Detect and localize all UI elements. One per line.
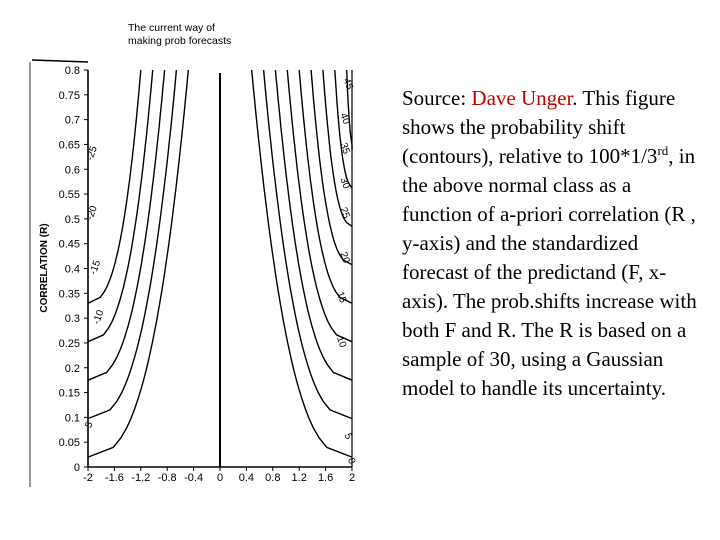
contour-line bbox=[334, 69, 353, 189]
contour-line bbox=[346, 69, 353, 150]
x-tick-label: -1.6 bbox=[105, 472, 124, 484]
x-tick-label: 0.8 bbox=[265, 472, 280, 484]
contour-label: 30 bbox=[337, 176, 351, 191]
contour-line bbox=[310, 69, 353, 266]
contour-line bbox=[87, 69, 142, 304]
x-tick-label: -0.8 bbox=[158, 472, 177, 484]
contour-label: -5 bbox=[82, 420, 96, 433]
x-tick-label: -2 bbox=[83, 472, 93, 484]
contour-label: 15 bbox=[334, 290, 348, 305]
x-tick-label: 1.2 bbox=[292, 472, 307, 484]
y-tick-label: 0.45 bbox=[59, 239, 80, 251]
contour-label: 40 bbox=[337, 112, 351, 127]
y-axis-label: CORRELATION (R) bbox=[39, 223, 50, 312]
contour-label: 5 bbox=[342, 432, 354, 441]
y-tick-label: 0.35 bbox=[59, 288, 80, 300]
x-axis-ticks: -2 -1.6 -1.2 -0.8 -0.4 0 0.4 0.8 1.2 1.6 2 bbox=[83, 467, 355, 484]
source-superscript: rd bbox=[657, 143, 669, 158]
y-tick-label: 0.7 bbox=[65, 115, 80, 127]
y-axis-ticks: 0 0.05 0.1 0.15 0.2 0.25 0.3 0.35 0.4 0.45 0.5 0.55… bbox=[59, 65, 88, 474]
contour-lines bbox=[87, 69, 353, 458]
y-tick-label: 0.1 bbox=[65, 412, 80, 424]
contour-line bbox=[87, 69, 154, 343]
source-prefix: Source: bbox=[402, 86, 472, 110]
contour-line bbox=[87, 69, 166, 381]
contour-line bbox=[274, 69, 353, 381]
y-tick-label: 0.3 bbox=[65, 313, 80, 325]
contour-line bbox=[87, 69, 189, 458]
contour-label: 25 bbox=[337, 206, 351, 221]
contour-line bbox=[298, 69, 353, 304]
y-tick-label: 0.6 bbox=[65, 164, 80, 176]
y-tick-label: 0.5 bbox=[65, 214, 80, 226]
source-text-1: . This figure shows the probability shif… bbox=[402, 86, 676, 168]
contour-line bbox=[87, 69, 178, 420]
y-tick-label: 0.4 bbox=[65, 264, 80, 276]
x-tick-label: 2 bbox=[349, 472, 355, 484]
contour-labels: -5 -10 -15 -20 -25 0 5 10 15 20 25 30 35 40 45 bbox=[82, 77, 357, 466]
y-tick-label: 0.25 bbox=[59, 338, 80, 350]
x-tick-label: -0.4 bbox=[184, 472, 203, 484]
y-tick-label: 0.05 bbox=[59, 437, 80, 449]
x-tick-label: 0.4 bbox=[239, 472, 254, 484]
contour-label: -20 bbox=[85, 204, 100, 222]
contour-label: 0 bbox=[345, 457, 357, 466]
y-tick-label: 0.15 bbox=[59, 388, 80, 400]
x-tick-label: -1.2 bbox=[131, 472, 150, 484]
contour-label: -15 bbox=[88, 259, 103, 277]
contour-label: 45 bbox=[341, 77, 355, 92]
y-tick-label: 0 bbox=[74, 462, 80, 474]
source-author: Dave Unger bbox=[471, 86, 573, 110]
contour-line bbox=[286, 69, 353, 343]
x-tick-label: 0 bbox=[217, 472, 223, 484]
source-description: Source: Dave Unger. This figure shows th… bbox=[402, 84, 702, 403]
contour-label: -25 bbox=[85, 144, 100, 162]
y-tick-label: 0.2 bbox=[65, 363, 80, 375]
y-tick-label: 0.65 bbox=[59, 139, 80, 151]
contour-label: 10 bbox=[334, 335, 348, 350]
contour-line bbox=[251, 69, 353, 458]
caption-note: The current way of making prob forecasts bbox=[128, 22, 232, 47]
contour-line bbox=[262, 69, 353, 420]
contour-label: 35 bbox=[337, 141, 351, 156]
y-tick-label: 0.55 bbox=[59, 189, 80, 201]
source-text-2: , in the above normal class as a functio… bbox=[402, 144, 697, 400]
y-tick-label: 0.75 bbox=[59, 90, 80, 102]
top-border-line bbox=[31, 59, 89, 63]
y-tick-label: 0.8 bbox=[65, 65, 80, 77]
x-tick-label: 1.6 bbox=[318, 472, 333, 484]
contour-label: 20 bbox=[337, 251, 351, 266]
contour-line bbox=[322, 69, 353, 227]
contour-label: -10 bbox=[91, 308, 106, 326]
